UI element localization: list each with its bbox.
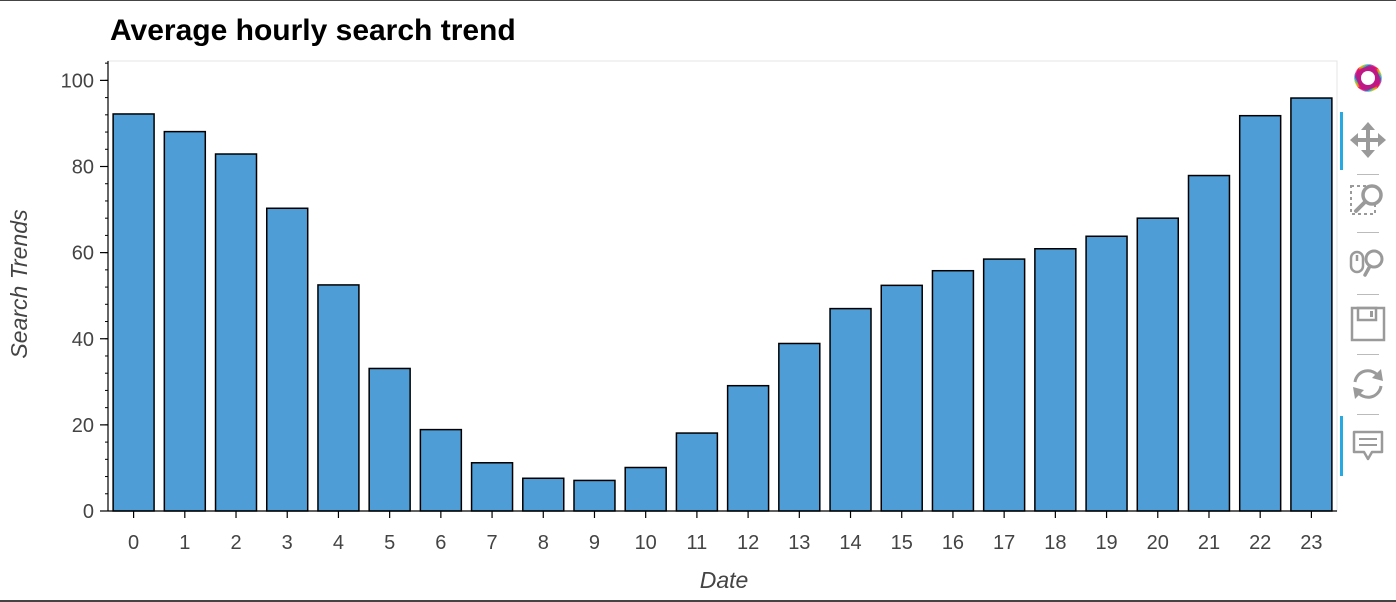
y-axis-label: Search Trends [6,209,32,359]
x-tick-label: 17 [993,532,1015,554]
toolbar-separator [1357,232,1379,233]
bar-8 [522,477,565,512]
bar-14 [829,307,872,512]
box-zoom-icon[interactable] [1346,178,1390,222]
hover-icon[interactable] [1346,422,1390,466]
bar-22 [1238,114,1282,512]
bar-5 [368,367,411,512]
toolbar-separator [1357,294,1379,295]
x-tick-label: 7 [487,532,498,554]
x-tick-label: 0 [128,532,139,554]
x-tick-label: 15 [891,532,913,554]
bar-17 [982,258,1026,512]
pan-active-indicator [1340,112,1343,170]
x-tick-label: 5 [384,532,395,554]
bar-4 [317,284,360,512]
x-tick-label: 6 [435,532,446,554]
y-tick-label: 80 [72,157,94,179]
hover-active-indicator [1340,416,1343,476]
x-tick-label: 2 [230,532,241,554]
bar-0 [112,113,155,512]
reset-icon[interactable] [1346,362,1390,406]
bar-2 [214,153,258,512]
toolbar-separator [1357,174,1379,175]
x-tick-label: 16 [942,532,964,554]
x-axis-label: Date [700,567,749,593]
x-tick-label: 12 [737,532,759,554]
bar-10 [624,466,667,512]
bar-16 [931,269,975,512]
bar-15 [880,284,923,512]
top-border [0,0,1396,1]
toolbar-separator [1357,414,1379,415]
x-tick-label: 23 [1300,532,1322,554]
x-tick-label: 19 [1095,532,1117,554]
x-tick-label: 8 [538,532,549,554]
bokeh-logo-icon[interactable] [1346,56,1390,100]
bar-11 [675,432,719,512]
bar-13 [778,342,821,512]
chart-toolbar [1340,56,1396,486]
x-tick-label: 21 [1198,532,1220,554]
bar-19 [1085,235,1128,512]
bar-23 [1290,97,1333,512]
y-tick-label: 40 [72,329,94,351]
x-tick-label: 3 [282,532,293,554]
wheel-zoom-icon[interactable] [1346,240,1390,284]
bar-6 [419,428,463,512]
bottom-border [0,600,1396,602]
toolbar-separator [1357,354,1379,355]
x-tick-label: 13 [788,532,810,554]
y-tick-label: 20 [72,415,94,437]
bar-1 [163,130,207,512]
bar-12 [726,384,770,512]
y-tick-label: 0 [83,501,94,523]
save-icon[interactable] [1346,302,1390,346]
x-tick-label: 20 [1147,532,1169,554]
x-tick-label: 11 [687,532,708,554]
x-tick-label: 4 [333,532,344,554]
y-tick-label: 60 [72,243,94,265]
x-tick-label: 14 [839,532,861,554]
pan-icon[interactable] [1346,118,1390,162]
chart-title: Average hourly search trend [110,14,516,47]
x-tick-label: 18 [1044,532,1066,554]
bar-21 [1187,174,1231,512]
bar-9 [573,479,616,512]
bar-3 [265,207,309,512]
x-tick-label: 9 [589,532,600,554]
bar-20 [1136,217,1180,512]
bar-7 [470,462,514,512]
x-tick-label: 1 [179,532,190,554]
y-tick-label: 100 [61,70,94,92]
bar-18 [1034,248,1077,512]
x-tick-label: 22 [1249,532,1271,554]
x-tick-label: 10 [635,532,657,554]
